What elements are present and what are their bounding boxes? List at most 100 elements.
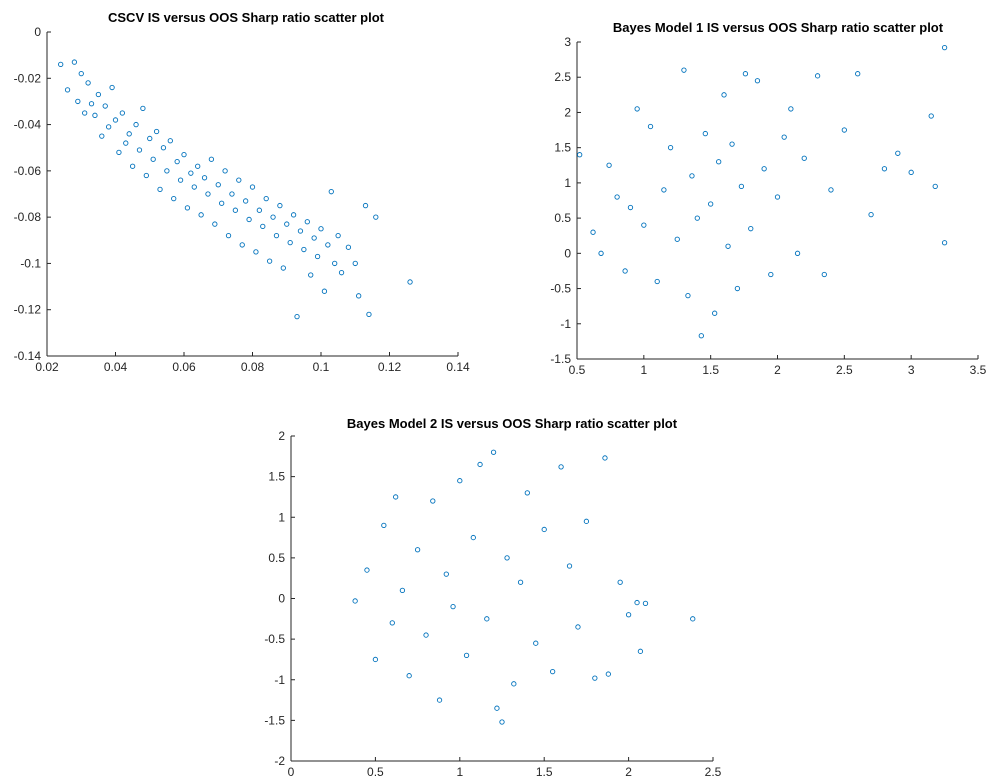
scatter-point	[541, 526, 547, 533]
x-tick-label: 0	[288, 765, 295, 779]
x-tick-label: 0.12	[378, 360, 402, 374]
scatter-point	[606, 162, 612, 168]
scatter-point	[490, 449, 497, 455]
x-tick-label: 0.08	[241, 360, 265, 374]
scatter-panel-bayes-model-1: Bayes Model 1 IS versus OOS Sharp ratio …	[550, 20, 986, 377]
scatter-point	[364, 567, 370, 573]
x-tick-label: 1.5	[702, 363, 719, 377]
scatter-point	[328, 189, 334, 195]
x-tick-label: 0.5	[367, 765, 384, 779]
scatter-point	[325, 242, 331, 248]
scatter-point	[436, 697, 443, 703]
scatter-point	[908, 169, 914, 175]
scatter-point	[774, 194, 781, 200]
scatter-point	[92, 112, 98, 118]
scatter-point	[167, 138, 173, 144]
scatter-point	[373, 214, 379, 220]
scatter-point	[794, 250, 801, 256]
scatter-point	[321, 288, 328, 294]
y-tick-label: 1	[564, 176, 571, 190]
scatter-point	[304, 219, 310, 225]
scatter-point	[332, 260, 338, 267]
y-tick-label: 0	[564, 246, 571, 260]
y-tick-label: 2	[564, 105, 571, 119]
x-tick-label: 3	[908, 363, 915, 377]
scatter-point	[335, 233, 341, 239]
scatter-point	[742, 71, 749, 77]
x-tick-label: 1	[456, 765, 463, 779]
scatter-point	[362, 202, 369, 209]
scatter-point	[941, 240, 948, 246]
scatter-point	[681, 67, 687, 73]
scatter-point	[450, 603, 456, 610]
scatter-point	[287, 239, 293, 246]
scatter-point	[674, 236, 680, 242]
scatter-point	[116, 149, 122, 155]
scatter-point	[533, 640, 539, 646]
scatter-point	[338, 270, 345, 276]
scatter-point	[181, 152, 187, 158]
scatter-point	[712, 310, 718, 316]
y-tick-label: 1	[278, 510, 285, 524]
scatter-point	[88, 101, 95, 107]
scatter-point	[229, 191, 235, 197]
scatter-point	[270, 214, 276, 220]
scatter-point	[174, 158, 180, 165]
scatter-point	[95, 91, 102, 98]
scatter-point	[423, 632, 429, 638]
scatter-point	[667, 145, 674, 151]
scatter-point	[85, 80, 91, 86]
scatter-point	[622, 268, 628, 274]
scatter-point	[133, 121, 139, 128]
scatter-point	[814, 73, 821, 79]
scatter-point	[841, 127, 847, 133]
scatter-point	[463, 652, 470, 659]
x-tick-label: 0.1	[313, 360, 330, 374]
scatter-point	[102, 103, 108, 109]
y-tick-label: -1	[274, 673, 285, 687]
x-tick-label: 2.5	[705, 765, 722, 779]
scatter-point	[399, 587, 406, 594]
scatter-point	[99, 133, 105, 139]
scatter-point	[855, 71, 861, 77]
y-tick-label: -0.06	[14, 164, 42, 178]
scatter-point	[372, 656, 379, 663]
scatter-point	[112, 117, 119, 123]
scatter-point	[239, 242, 245, 248]
scatter-point	[788, 106, 794, 112]
y-tick-label: -0.04	[14, 118, 42, 132]
scatter-point	[143, 172, 149, 179]
y-tick-label: -0.02	[14, 71, 42, 85]
scatter-point	[754, 78, 761, 84]
scatter-point	[198, 212, 204, 218]
x-tick-label: 2	[625, 765, 632, 779]
x-tick-label: 3.5	[970, 363, 987, 377]
chart-title: Bayes Model 2 IS versus OOS Sharp ratio …	[347, 416, 678, 431]
scatter-point	[294, 314, 300, 320]
scatter-point	[575, 624, 581, 630]
scatter-point	[484, 616, 490, 622]
scatter-point	[280, 265, 286, 271]
scatter-point	[729, 141, 735, 147]
scatter-point	[625, 612, 632, 618]
scatter-point	[932, 183, 938, 190]
scatter-point	[205, 191, 211, 197]
scatter-panel-bayes-model-2: Bayes Model 2 IS versus OOS Sharp ratio …	[264, 416, 721, 779]
scatter-point	[208, 156, 215, 162]
scatter-point	[602, 455, 608, 461]
x-tick-label: 0.06	[172, 360, 196, 374]
scatter-point	[721, 92, 727, 98]
scatter-point	[150, 156, 156, 162]
scatter-point	[242, 198, 249, 204]
scatter-point	[592, 675, 598, 681]
scatter-point	[828, 187, 834, 193]
scatter-point	[637, 648, 644, 654]
scatter-point	[71, 59, 78, 65]
scatter-point	[284, 221, 290, 227]
scatter-point	[215, 182, 221, 188]
scatter-point	[393, 494, 399, 500]
scatter-point	[106, 124, 112, 130]
scatter-point	[109, 84, 115, 91]
scatter-point	[191, 184, 197, 190]
scatter-point	[642, 600, 649, 607]
